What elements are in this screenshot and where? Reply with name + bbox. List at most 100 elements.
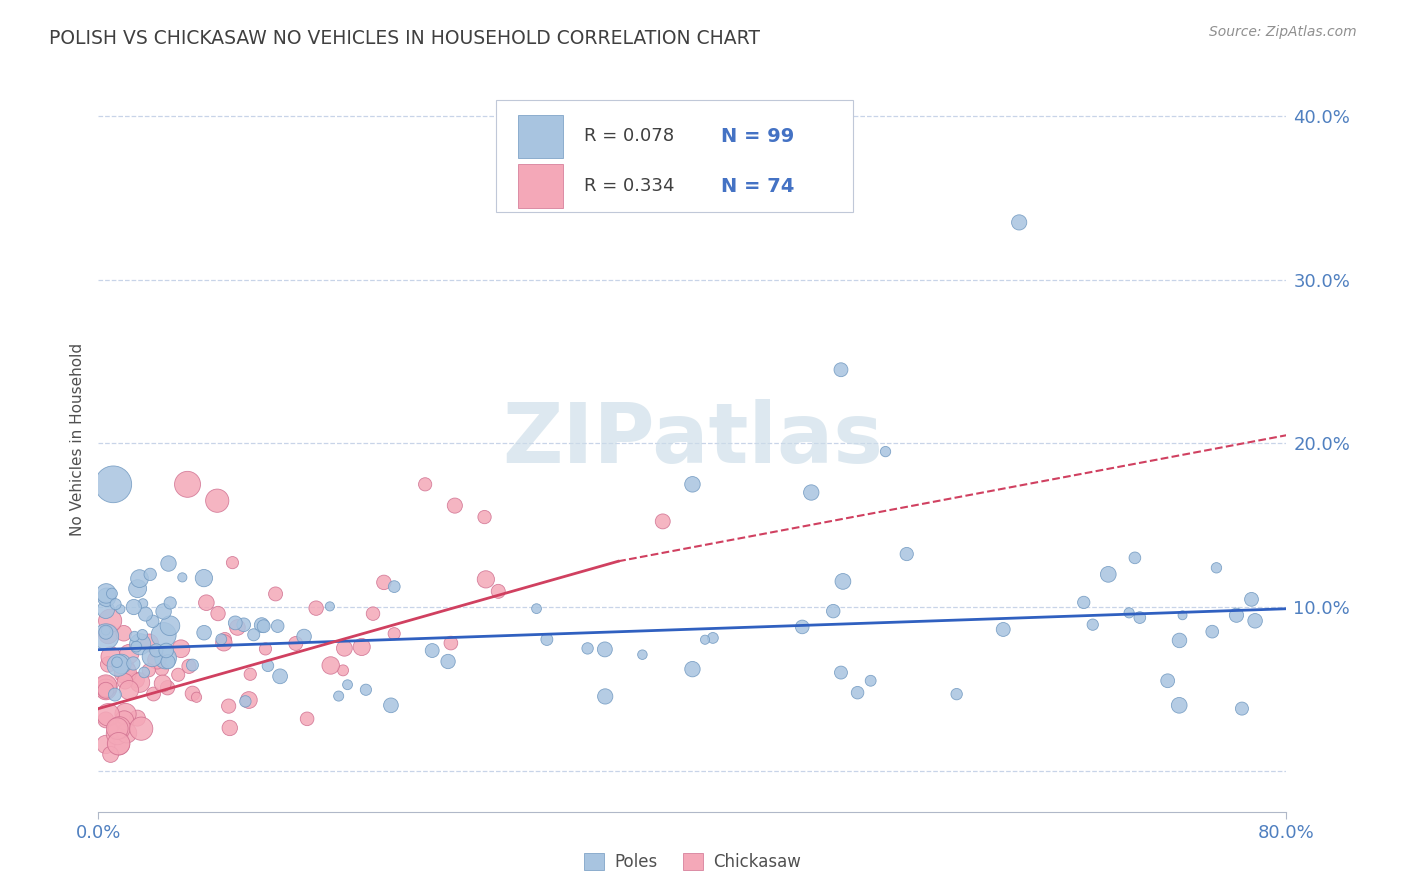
Point	[104, 688, 127, 702]
Point	[172, 570, 194, 584]
Bar	[517, 114, 562, 158]
Point	[437, 655, 460, 669]
Point	[155, 643, 177, 657]
Point	[269, 669, 291, 683]
Point	[101, 586, 124, 600]
Point	[420, 643, 443, 657]
Point	[114, 706, 136, 721]
Point	[232, 617, 254, 632]
Point	[156, 655, 179, 669]
Point	[127, 711, 149, 725]
Point	[127, 582, 149, 596]
Point	[125, 673, 148, 687]
Point	[134, 665, 156, 680]
Point	[1168, 633, 1191, 648]
Point	[214, 632, 236, 646]
Point	[104, 597, 127, 611]
Point	[350, 640, 373, 654]
Point	[193, 571, 215, 585]
Point	[295, 712, 318, 726]
Point	[859, 673, 882, 688]
Point	[103, 477, 125, 491]
Point	[141, 649, 163, 664]
Point	[576, 641, 599, 656]
Point	[207, 607, 229, 621]
Point	[94, 625, 117, 640]
Point	[593, 690, 616, 704]
Point	[875, 444, 897, 458]
Point	[846, 686, 869, 700]
Point	[145, 643, 167, 657]
Point	[1123, 550, 1146, 565]
Point	[122, 600, 145, 615]
Point	[134, 607, 156, 621]
Point	[114, 674, 136, 689]
Point	[792, 620, 814, 634]
Point	[110, 602, 132, 616]
Point	[152, 628, 174, 642]
Point	[181, 658, 204, 673]
Y-axis label: No Vehicles in Household: No Vehicles in Household	[69, 343, 84, 536]
Point	[218, 721, 240, 735]
Point	[105, 655, 128, 669]
Point	[186, 690, 208, 705]
Point	[112, 626, 135, 640]
Point	[328, 689, 350, 703]
Point	[112, 713, 135, 727]
Point	[486, 584, 509, 599]
Point	[138, 663, 160, 677]
Point	[1168, 698, 1191, 713]
Point	[1225, 608, 1247, 623]
Point	[218, 699, 240, 714]
Point	[823, 604, 845, 618]
Text: N = 99: N = 99	[721, 127, 794, 145]
Point	[94, 683, 117, 698]
Point	[380, 698, 402, 713]
Point	[94, 679, 117, 693]
Point	[107, 737, 129, 751]
Point	[94, 603, 117, 617]
Point	[693, 632, 716, 647]
Point	[1081, 617, 1104, 632]
Point	[129, 637, 152, 651]
Point	[226, 620, 249, 634]
FancyBboxPatch shape	[496, 101, 853, 212]
Point	[155, 651, 177, 665]
Text: R = 0.078: R = 0.078	[585, 128, 675, 145]
Point	[1201, 624, 1223, 639]
Point	[1156, 673, 1178, 688]
Point	[115, 726, 138, 740]
Point	[100, 747, 122, 762]
Point	[152, 676, 174, 690]
Point	[830, 363, 852, 377]
Point	[125, 640, 148, 654]
Point	[1244, 614, 1267, 628]
Point	[440, 636, 463, 650]
Point	[1073, 595, 1095, 609]
Point	[159, 619, 181, 633]
Point	[475, 573, 498, 587]
Point	[193, 625, 215, 640]
Point	[1240, 592, 1263, 607]
Point	[354, 682, 377, 697]
Point	[945, 687, 967, 701]
Point	[242, 628, 264, 642]
Point	[212, 636, 235, 650]
Point	[205, 493, 228, 508]
Point	[1171, 608, 1194, 623]
Point	[118, 647, 141, 661]
Point	[254, 641, 277, 656]
Point	[128, 572, 150, 586]
Point	[108, 721, 131, 735]
Point	[138, 636, 160, 650]
Point	[129, 675, 152, 690]
Point	[832, 574, 855, 589]
Point	[94, 683, 117, 698]
Point	[167, 667, 190, 681]
Point	[94, 630, 117, 644]
Point	[1008, 215, 1031, 229]
Point	[150, 662, 173, 676]
Point	[142, 615, 165, 629]
Point	[98, 614, 121, 628]
Text: R = 0.334: R = 0.334	[585, 178, 675, 195]
